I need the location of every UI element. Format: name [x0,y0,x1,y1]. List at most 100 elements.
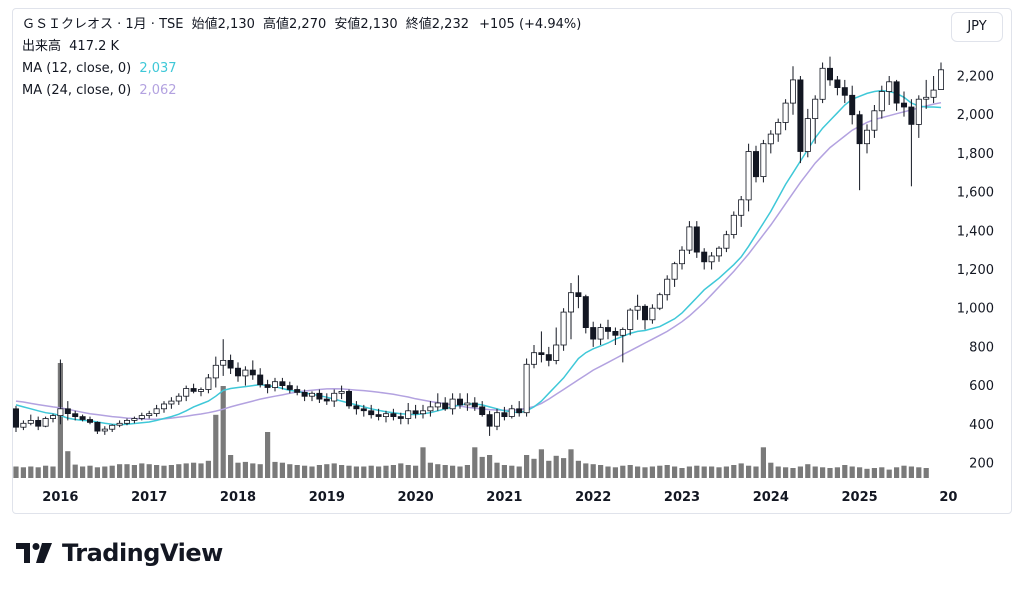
volume-bar [538,449,544,479]
volume-bar [871,468,877,478]
candle-up [160,403,167,410]
ma24-value: 2,062 [139,83,177,98]
close-value: 2,232 [431,17,469,32]
change-value: +105 (+4.94%) [479,17,582,32]
time-tick-label: 2024 [753,490,789,505]
candle-up [553,344,560,361]
legend-ma24[interactable]: MA (24, close, 0) 2,062 [22,82,177,100]
volume-bar [590,464,596,478]
price-tick-label: 1,400 [957,224,994,239]
candle-down [227,359,234,369]
candle-up [42,418,49,427]
time-tick-label: 2021 [486,490,522,505]
volume-bar [168,465,174,478]
candle-up [271,381,278,388]
candle-up [338,390,345,394]
volume-bar [339,465,345,478]
candle-up [915,98,922,125]
candle-down [35,419,42,427]
volume-bar [257,464,263,478]
currency-button[interactable]: JPY [951,12,1003,42]
candle-down [456,398,463,406]
volume-bar [279,462,285,478]
chart-frame [12,8,1012,514]
volume-bar [886,469,892,478]
candle-down [412,410,419,415]
candle-down [72,413,79,418]
volume-bar [324,464,330,478]
high-label: 高値 [263,17,290,32]
volume-bar [161,465,167,478]
candle-down [264,384,271,388]
candle-down [294,389,301,393]
volume-bar [272,461,278,478]
volume-bar [605,466,611,478]
volume-bar [524,455,530,478]
legend-ma12[interactable]: MA (12, close, 0) 2,037 [22,60,177,78]
price-axis[interactable]: 200 400 600 800 1,000 1,200 1,400 1,600 1,800 2,0… [957,70,994,472]
time-tick-label: 2020 [398,490,434,505]
price-tick-label: 2,000 [957,108,994,123]
volume-bar [435,464,441,478]
volume-bar [390,465,396,478]
candle-down [545,354,552,361]
candle-down [605,327,612,332]
candle-down [582,296,589,329]
volume-bar [464,465,470,478]
low-value: 2,130 [360,17,398,32]
tradingview-wordmark: TradingView [62,539,223,567]
volume-bar [487,455,493,478]
tradingview-logo-icon [16,543,52,563]
candle-down [693,226,700,253]
candle-down [908,106,915,125]
candle-up [745,151,752,201]
open-value: 2,130 [217,17,255,32]
volume-bar [228,455,234,478]
candle-up [560,311,567,346]
candle-up [308,392,315,397]
candle-up [938,69,945,90]
ma12-label: MA (12, close, 0) [22,61,132,76]
candle-down [841,87,848,96]
candle-up [531,352,538,365]
candle-down [316,392,323,400]
candle-down [249,369,256,376]
volume-bar [775,466,781,478]
volume-bar [561,458,567,478]
candle-down [345,390,352,407]
candle-up [138,415,145,419]
candle-down [301,391,308,397]
time-axis[interactable]: 2016 2017 2018 2019 2020 2021 2022 2023 2024 2025… [42,490,957,505]
candle-up [124,419,131,424]
tradingview-brand[interactable]: TradingView [16,538,223,568]
volume-bar [20,467,26,478]
volume-bar [627,465,633,478]
volume-bar [235,462,241,478]
ma12-value: 2,037 [139,61,177,76]
time-tick-label: 2018 [220,490,256,505]
volume-bar [353,466,359,478]
time-tick-label: 2022 [575,490,611,505]
high-value: 2,270 [289,17,327,32]
candle-down [701,251,708,263]
candle-down [590,327,597,340]
volume-bar [738,463,744,478]
volume-bar [35,467,41,478]
candle-down [79,416,86,420]
volume-bar [450,465,456,478]
candle-down [849,94,856,116]
volume-bar [746,465,752,478]
candle-down [575,292,582,298]
volume-bar [894,467,900,478]
candle-up [523,363,530,414]
volume-bar [87,465,93,478]
volume-bar [753,466,759,478]
candle-down [279,381,286,387]
candle-up [738,199,745,216]
low-label: 安値 [334,17,361,32]
volume-bar [849,466,855,478]
volume-value: 417.2 K [69,39,120,54]
volume-bar [768,462,774,478]
volume-bar [198,463,204,478]
